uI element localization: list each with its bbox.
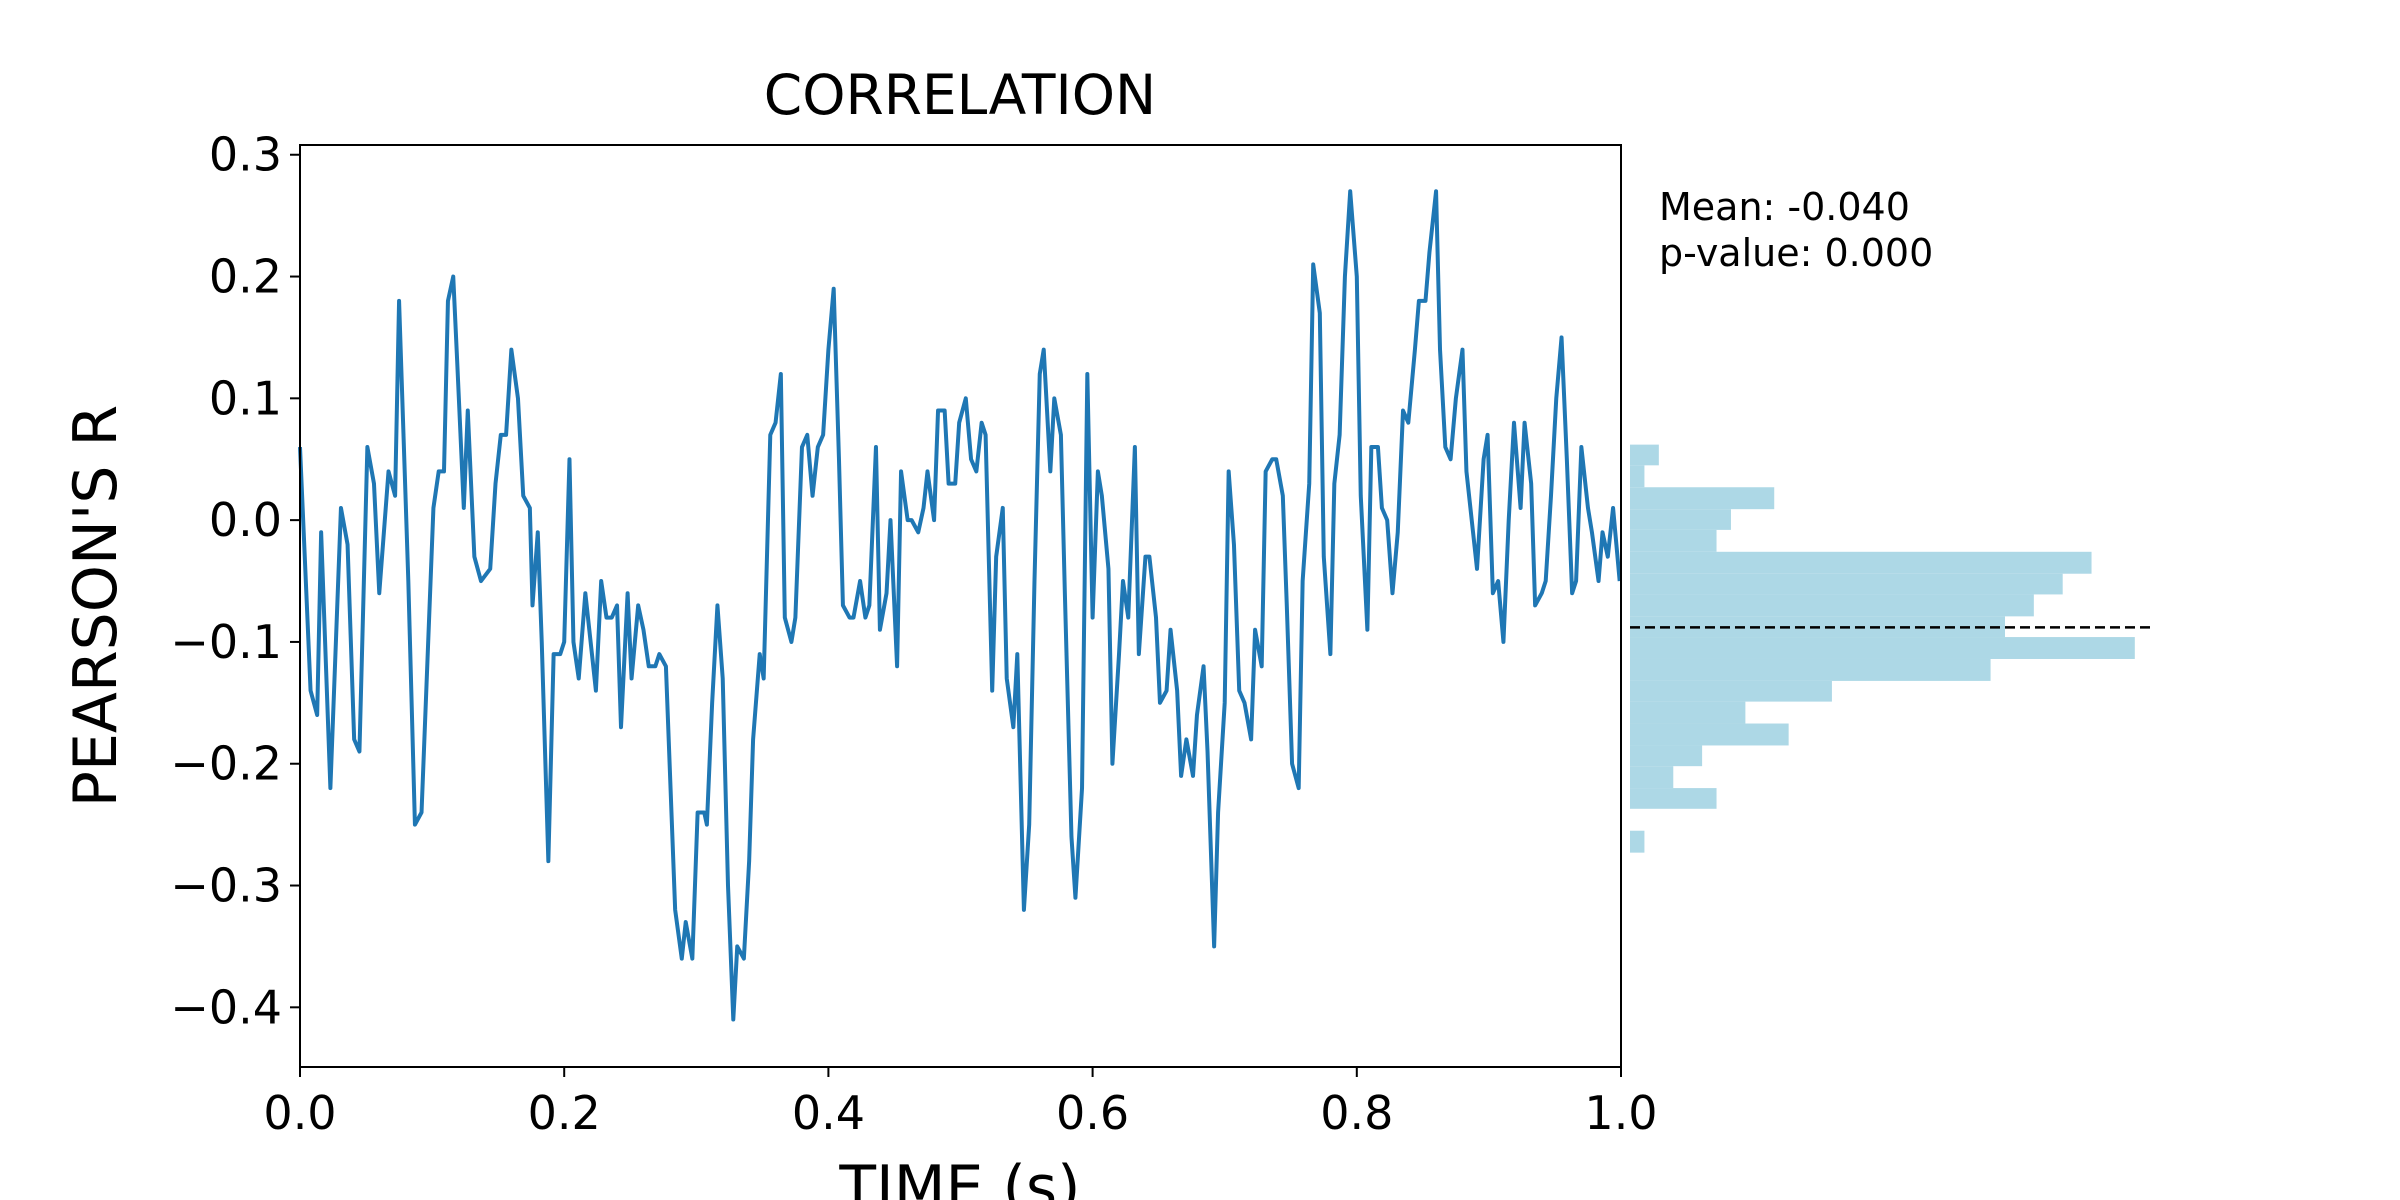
hist-bar: [1630, 573, 2063, 595]
hist-bar: [1630, 766, 1674, 789]
y-tick-label: 0.1: [209, 371, 282, 425]
y-tick-label: −0.4: [170, 980, 282, 1034]
x-tick-label: 0.6: [1056, 1086, 1129, 1140]
hist-bar: [1630, 745, 1703, 767]
hist-bar: [1630, 723, 1789, 746]
x-tick-label: 0.4: [792, 1086, 865, 1140]
y-tick-label: −0.1: [170, 615, 282, 669]
chart-title: CORRELATION: [764, 63, 1156, 127]
hist-bar: [1630, 551, 2092, 574]
hist-bar: [1630, 701, 1746, 724]
y-tick-label: 0.2: [209, 250, 282, 304]
y-tick-label: 0.0: [209, 493, 282, 547]
x-axis-label: TIME (s): [838, 1153, 1080, 1200]
hist-bar: [1630, 658, 1991, 681]
hist-bar: [1630, 529, 1717, 552]
y-tick-label: 0.3: [209, 128, 282, 182]
hist-bar: [1630, 830, 1645, 853]
annotation: Mean: -0.040: [1659, 185, 1910, 229]
x-tick-label: 1.0: [1584, 1086, 1657, 1140]
hist-bar: [1630, 487, 1775, 510]
x-tick-label: 0.0: [263, 1086, 336, 1140]
line-series: [298, 189, 1622, 1022]
hist-bar: [1630, 788, 1717, 809]
y-tick-label: −0.3: [170, 859, 282, 913]
annotation: p-value: 0.000: [1659, 231, 1933, 275]
hist-bar: [1630, 594, 2034, 617]
x-tick-label: 0.8: [1320, 1086, 1393, 1140]
hist-bar: [1630, 680, 1832, 702]
hist-bar: [1630, 637, 2135, 659]
hist-bar: [1630, 465, 1645, 488]
y-axis-label: PEARSON'S R: [61, 405, 131, 807]
x-tick-label: 0.2: [528, 1086, 601, 1140]
hist-bar: [1630, 444, 1659, 466]
hist-bar: [1630, 509, 1731, 530]
plot-frame: [299, 144, 1622, 1068]
y-tick-label: −0.2: [170, 737, 282, 791]
